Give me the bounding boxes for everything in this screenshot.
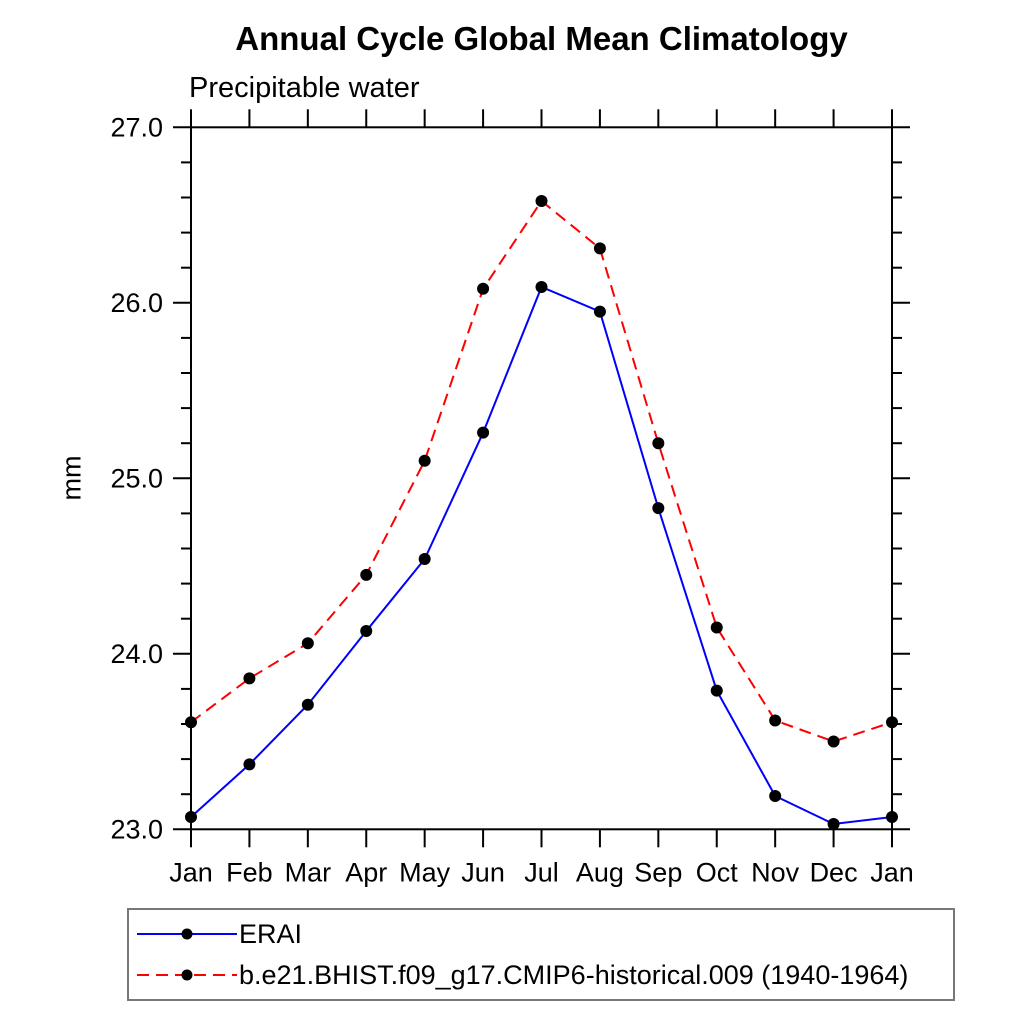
data-point-marker <box>418 454 431 467</box>
y-tick-label: 27.0 <box>110 112 163 142</box>
data-point-marker <box>243 672 256 685</box>
data-point-marker <box>886 716 898 729</box>
data-point-marker <box>710 621 723 634</box>
x-tick-label: Aug <box>576 857 624 887</box>
x-tick-label: Oct <box>696 857 739 887</box>
data-point-marker <box>301 637 314 650</box>
x-tick-label: Mar <box>285 857 332 887</box>
legend-line-sample <box>137 928 237 940</box>
legend-label: ERAI <box>239 918 303 949</box>
legend: ERAI b.e21.BHIST.f09_g17.CMIP6-historical… <box>127 908 955 1001</box>
x-tick-label: Sep <box>634 857 682 887</box>
data-point-marker <box>593 305 606 318</box>
data-point-marker <box>185 716 197 729</box>
data-point-marker <box>301 698 314 711</box>
data-point-marker <box>477 282 490 295</box>
data-point-marker <box>593 242 606 255</box>
legend-label: b.e21.BHIST.f09_g17.CMIP6-historical.009… <box>239 959 909 990</box>
data-point-marker <box>360 568 373 581</box>
data-point-marker <box>477 426 490 439</box>
data-point-marker <box>418 553 431 566</box>
data-point-marker <box>360 624 373 637</box>
data-point-marker <box>769 714 782 727</box>
y-tick-label: 24.0 <box>110 639 163 669</box>
x-tick-label: Jan <box>870 857 914 887</box>
data-point-marker <box>710 684 723 697</box>
data-point-marker <box>827 735 840 748</box>
x-tick-label: Feb <box>226 857 273 887</box>
x-tick-label: Jul <box>524 857 559 887</box>
data-point-marker <box>886 811 898 824</box>
data-point-marker <box>535 195 548 208</box>
data-point-marker <box>243 758 256 771</box>
legend-item-erai: ERAI <box>135 918 953 950</box>
data-point-marker <box>185 811 197 824</box>
y-tick-label: 26.0 <box>110 288 163 318</box>
legend-marker <box>181 928 193 940</box>
data-point-marker <box>652 437 665 450</box>
legend-item-model: b.e21.BHIST.f09_g17.CMIP6-historical.009… <box>135 959 953 991</box>
series-line-erai <box>190 285 893 826</box>
data-point-marker <box>769 789 782 802</box>
chart-title: Annual Cycle Global Mean Climatology <box>235 20 848 57</box>
data-point-marker <box>535 281 548 294</box>
x-tick-label: Jun <box>461 857 505 887</box>
data-point-marker <box>652 502 665 515</box>
legend-marker <box>181 969 193 981</box>
chart-subtitle: Precipitable water <box>189 72 420 104</box>
x-tick-label: Dec <box>810 857 858 887</box>
y-tick-label: 25.0 <box>110 463 163 493</box>
y-tick-label: 23.0 <box>110 814 163 844</box>
legend-line-sample <box>137 969 237 981</box>
x-tick-label: Apr <box>345 857 387 887</box>
x-tick-label: Nov <box>751 857 800 887</box>
x-tick-label: May <box>399 857 451 887</box>
data-point-marker <box>827 818 840 831</box>
x-tick-label: Jan <box>169 857 213 887</box>
